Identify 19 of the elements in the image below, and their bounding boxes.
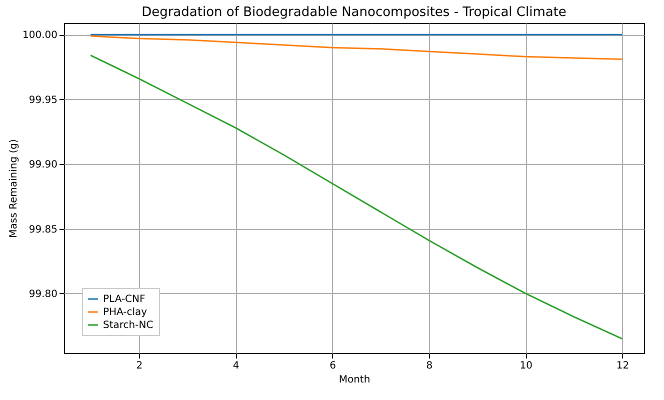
x-axis-title: Month (338, 374, 370, 386)
x-tick-label: 12 (616, 360, 630, 372)
x-tick-label: 4 (232, 360, 240, 372)
y-tick-label: 100.00 (22, 30, 58, 42)
x-tick-label: 2 (136, 360, 143, 372)
legend-label: Starch-NC (103, 320, 154, 331)
line-series (90, 54, 623, 340)
chart-title: Degradation of Biodegradable Nanocomposites - Tropical Climate (142, 5, 566, 20)
x-tick-label: 8 (426, 360, 433, 372)
y-axis-title: Mass Remaining (g) (8, 139, 20, 238)
x-tick-label: 6 (330, 360, 336, 372)
y-tick-label: 99.95 (28, 94, 58, 106)
y-tick-label: 99.80 (28, 288, 58, 300)
line-series (90, 35, 623, 60)
legend-label: PHA-clay (103, 307, 148, 318)
x-tick-label: 10 (520, 360, 532, 372)
y-tick-label: 99.90 (28, 160, 58, 171)
y-tick-label: 99.85 (28, 224, 58, 236)
legend-label: PLA-CNF (103, 294, 146, 305)
